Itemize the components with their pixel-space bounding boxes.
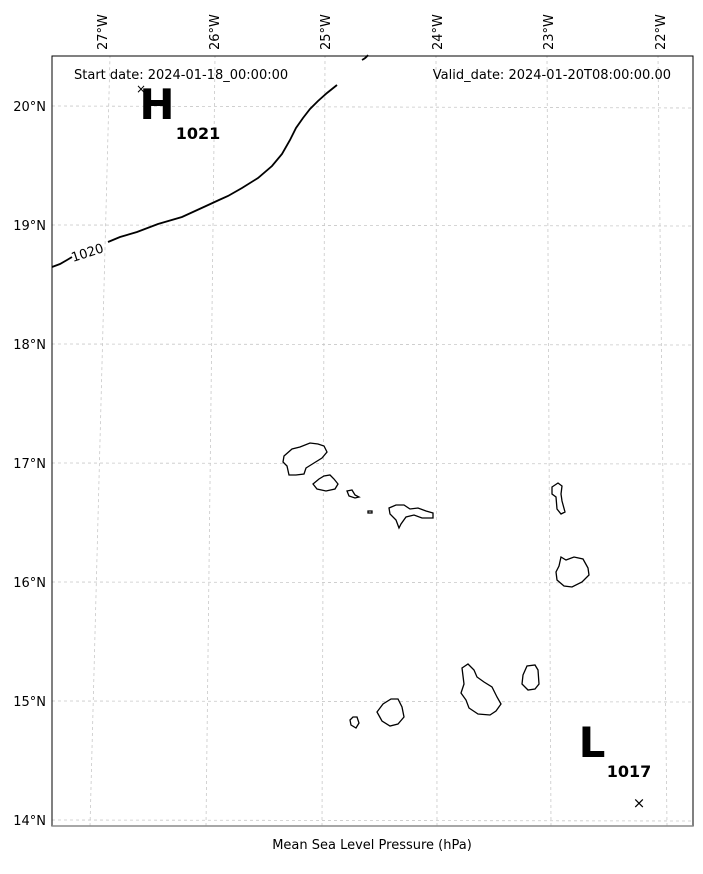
valid-date-label: Valid_date: 2024-01-20T08:00:00.00	[433, 68, 671, 83]
island-maio	[521, 664, 540, 691]
parallel-19n	[51, 224, 694, 227]
island-santiago	[460, 663, 502, 716]
isobar-layer: 1020	[51, 54, 369, 268]
map-caption: Mean Sea Level Pressure (hPa)	[272, 838, 472, 853]
lat-label-15n: 15°N	[13, 695, 46, 710]
lat-label-14n: 14°N	[13, 814, 46, 829]
high-center-letter: H	[139, 80, 174, 129]
isobar-1020-line	[107, 84, 338, 243]
start-date-label: Start date: 2024-01-18_00:00:00	[74, 68, 288, 83]
coastlines	[282, 442, 590, 729]
lon-label-27w: 27°W	[96, 14, 111, 50]
island-brava	[349, 716, 360, 729]
high-center-marker: ×	[136, 82, 146, 96]
island-sal	[551, 482, 566, 515]
lat-label-18n: 18°N	[13, 338, 46, 353]
island-raso	[367, 510, 373, 514]
parallel-14n	[51, 819, 694, 822]
meridian-23w	[546, 55, 552, 827]
lat-label-19n: 19°N	[13, 219, 46, 234]
lon-label-22w: 22°W	[654, 14, 669, 50]
meridian-26w	[205, 55, 216, 827]
graticule	[51, 55, 694, 827]
island-santo-antao	[282, 442, 328, 476]
parallel-17n	[51, 462, 694, 465]
high-pressure-center: × H 1021	[136, 80, 220, 143]
parallel-15n	[51, 700, 694, 703]
parallel-16n	[51, 581, 694, 584]
meridian-24w	[435, 55, 438, 827]
high-center-value: 1021	[176, 124, 221, 143]
lon-label-23w: 23°W	[542, 14, 557, 50]
isobar-1020-line-west	[51, 256, 73, 268]
meridian-27w	[89, 55, 111, 827]
low-center-marker: ×	[633, 794, 646, 812]
latitude-labels: 20°N 19°N 18°N 17°N 16°N 15°N 14°N	[13, 100, 46, 829]
lon-label-25w: 25°W	[319, 14, 334, 50]
island-sao-nicolau	[388, 504, 434, 530]
meridian-22w	[657, 55, 668, 827]
low-center-letter: L	[579, 718, 606, 767]
lon-label-24w: 24°W	[431, 14, 446, 50]
island-sao-vicente	[312, 474, 339, 492]
parallel-18n	[51, 343, 694, 346]
island-santa-luzia	[346, 489, 361, 499]
meridian-25w	[321, 55, 326, 827]
map-frame	[51, 55, 694, 827]
lat-label-16n: 16°N	[13, 576, 46, 591]
lat-label-20n: 20°N	[13, 100, 46, 115]
longitude-labels: 27°W 26°W 25°W 24°W 23°W 22°W	[96, 14, 669, 50]
low-pressure-center: L 1017 ×	[579, 718, 652, 812]
lat-label-17n: 17°N	[13, 457, 46, 472]
isobar-fragment-top	[361, 54, 369, 61]
low-center-value: 1017	[607, 762, 652, 781]
island-fogo	[376, 698, 405, 727]
parallel-20n	[51, 105, 694, 109]
lon-label-26w: 26°W	[208, 14, 223, 50]
island-boa-vista	[555, 555, 590, 588]
isobar-1020-label: 1020	[70, 241, 106, 265]
